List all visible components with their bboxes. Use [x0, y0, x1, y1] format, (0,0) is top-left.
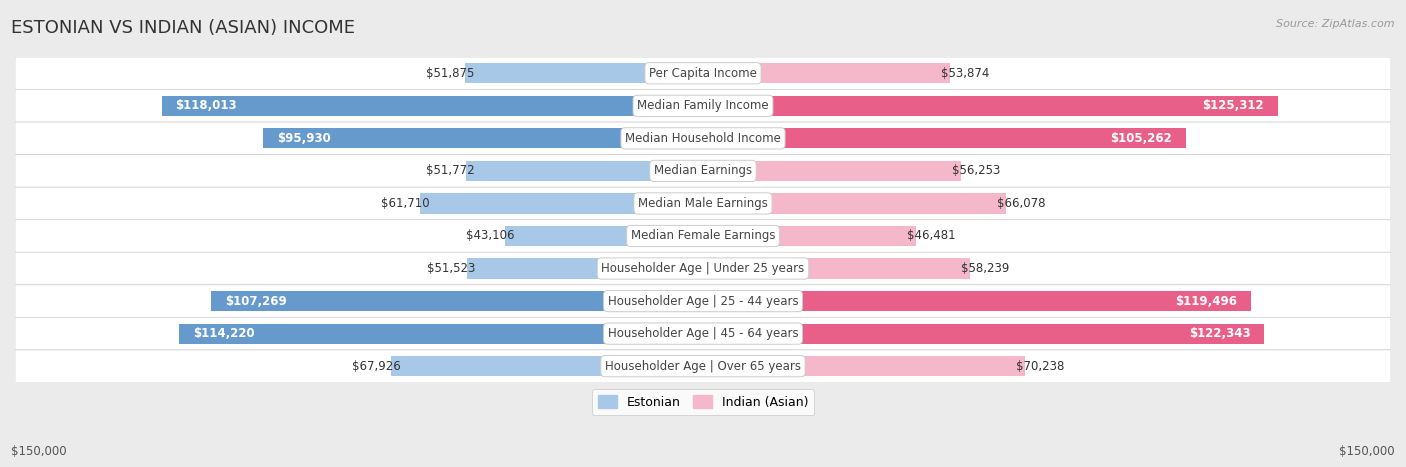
Bar — [465, 63, 703, 84]
Text: $67,926: $67,926 — [352, 360, 401, 373]
Text: $150,000: $150,000 — [1339, 445, 1395, 458]
FancyBboxPatch shape — [15, 285, 1391, 318]
Text: Householder Age | 45 - 64 years: Householder Age | 45 - 64 years — [607, 327, 799, 340]
Text: $56,253: $56,253 — [952, 164, 1000, 177]
Text: Median Household Income: Median Household Income — [626, 132, 780, 145]
Text: Median Family Income: Median Family Income — [637, 99, 769, 113]
Bar — [703, 258, 970, 279]
Text: $53,874: $53,874 — [941, 67, 990, 80]
Bar — [703, 96, 1278, 116]
Bar — [703, 193, 1007, 213]
Text: $46,481: $46,481 — [907, 229, 956, 242]
Text: Householder Age | Over 65 years: Householder Age | Over 65 years — [605, 360, 801, 373]
Text: Source: ZipAtlas.com: Source: ZipAtlas.com — [1277, 19, 1395, 28]
FancyBboxPatch shape — [15, 122, 1391, 155]
Bar — [263, 128, 703, 149]
Text: $51,523: $51,523 — [427, 262, 475, 275]
Bar — [703, 63, 950, 84]
Legend: Estonian, Indian (Asian): Estonian, Indian (Asian) — [592, 389, 814, 415]
Bar — [465, 161, 703, 181]
Bar — [703, 324, 1264, 344]
Text: $114,220: $114,220 — [193, 327, 254, 340]
Text: Per Capita Income: Per Capita Income — [650, 67, 756, 80]
Text: $61,710: $61,710 — [381, 197, 429, 210]
FancyBboxPatch shape — [15, 350, 1391, 382]
Bar — [467, 258, 703, 279]
FancyBboxPatch shape — [15, 187, 1391, 219]
Text: $70,238: $70,238 — [1017, 360, 1064, 373]
Bar — [420, 193, 703, 213]
FancyBboxPatch shape — [15, 155, 1391, 187]
FancyBboxPatch shape — [15, 90, 1391, 122]
Bar — [703, 128, 1185, 149]
FancyBboxPatch shape — [15, 219, 1391, 252]
Bar — [703, 226, 917, 246]
Text: $105,262: $105,262 — [1111, 132, 1173, 145]
Bar — [505, 226, 703, 246]
Text: $58,239: $58,239 — [960, 262, 1010, 275]
Text: Median Female Earnings: Median Female Earnings — [631, 229, 775, 242]
Text: $51,772: $51,772 — [426, 164, 475, 177]
Text: $118,013: $118,013 — [176, 99, 238, 113]
Text: $51,875: $51,875 — [426, 67, 474, 80]
Text: Householder Age | 25 - 44 years: Householder Age | 25 - 44 years — [607, 295, 799, 308]
Bar — [703, 161, 962, 181]
Text: Median Earnings: Median Earnings — [654, 164, 752, 177]
Text: $43,106: $43,106 — [465, 229, 515, 242]
Bar — [211, 291, 703, 311]
Text: $122,343: $122,343 — [1188, 327, 1250, 340]
FancyBboxPatch shape — [15, 318, 1391, 350]
Text: $125,312: $125,312 — [1202, 99, 1264, 113]
Text: $107,269: $107,269 — [225, 295, 287, 308]
FancyBboxPatch shape — [15, 57, 1391, 90]
Text: $95,930: $95,930 — [277, 132, 330, 145]
Bar — [162, 96, 703, 116]
Text: $119,496: $119,496 — [1175, 295, 1237, 308]
Bar — [703, 356, 1025, 376]
Text: $66,078: $66,078 — [997, 197, 1046, 210]
Text: ESTONIAN VS INDIAN (ASIAN) INCOME: ESTONIAN VS INDIAN (ASIAN) INCOME — [11, 19, 356, 37]
Bar — [179, 324, 703, 344]
Text: $150,000: $150,000 — [11, 445, 67, 458]
FancyBboxPatch shape — [15, 252, 1391, 285]
Bar — [703, 291, 1251, 311]
Bar — [391, 356, 703, 376]
Text: Median Male Earnings: Median Male Earnings — [638, 197, 768, 210]
Text: Householder Age | Under 25 years: Householder Age | Under 25 years — [602, 262, 804, 275]
